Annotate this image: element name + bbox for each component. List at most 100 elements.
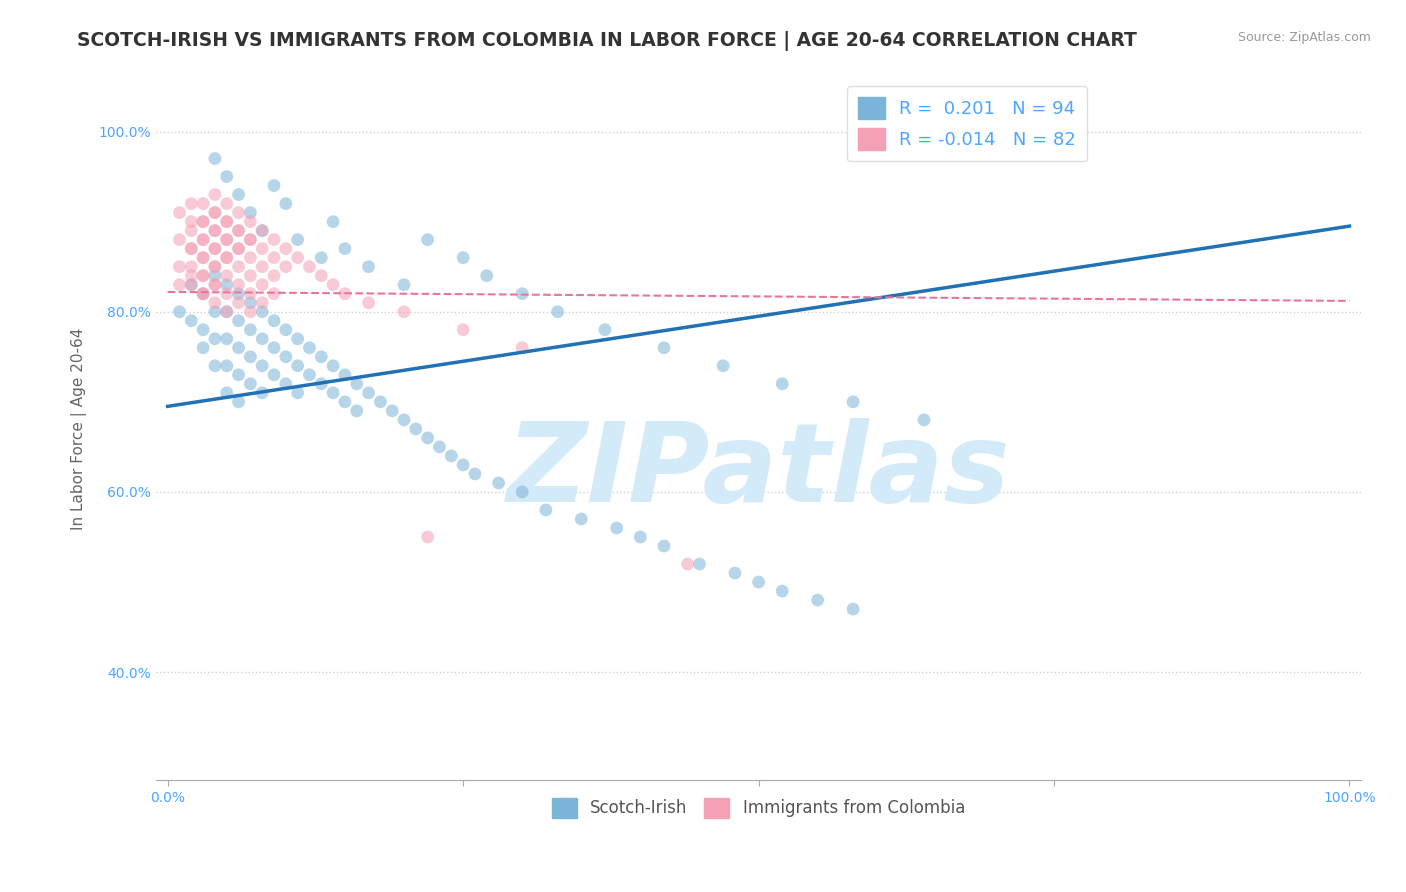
Point (287, 385, 309, 400)
Point (250, 224, 273, 238)
Point (569, 512, 592, 526)
Point (169, 233, 191, 247)
Point (333, 242, 356, 256)
Point (451, 251, 474, 265)
Point (250, 277, 273, 292)
Point (547, 304, 569, 318)
Point (510, 485, 533, 500)
Point (510, 286, 533, 301)
Point (215, 286, 238, 301)
Point (204, 304, 226, 318)
Point (180, 314, 202, 328)
Point (215, 268, 238, 283)
Point (250, 242, 273, 256)
Point (228, 341, 250, 355)
Point (239, 233, 262, 247)
Point (250, 332, 273, 346)
Point (169, 205, 191, 219)
Point (274, 323, 297, 337)
Point (724, 566, 747, 580)
Point (333, 394, 356, 409)
Point (263, 233, 285, 247)
Point (191, 323, 214, 337)
Point (191, 286, 214, 301)
Point (311, 251, 333, 265)
Point (180, 242, 202, 256)
Point (357, 295, 380, 310)
Point (169, 277, 191, 292)
Point (429, 440, 451, 454)
Text: ZIPatlas: ZIPatlas (506, 417, 1011, 524)
Point (191, 268, 214, 283)
Point (381, 404, 404, 418)
Point (842, 602, 865, 616)
Point (228, 277, 250, 292)
Text: Source: ZipAtlas.com: Source: ZipAtlas.com (1237, 31, 1371, 45)
Point (440, 449, 463, 463)
Point (357, 260, 380, 274)
Point (311, 350, 333, 364)
Point (215, 251, 238, 265)
Point (239, 376, 262, 391)
Point (215, 332, 238, 346)
Point (676, 557, 699, 571)
Point (287, 332, 309, 346)
Point (606, 521, 628, 535)
Point (298, 260, 321, 274)
Point (416, 431, 439, 445)
Point (912, 413, 935, 427)
Point (263, 251, 285, 265)
Point (488, 475, 510, 490)
Point (274, 242, 297, 256)
Point (263, 368, 285, 382)
Point (215, 214, 238, 228)
Point (215, 359, 238, 373)
Point (263, 286, 285, 301)
Point (250, 304, 273, 318)
Point (191, 196, 214, 211)
Point (204, 224, 226, 238)
Point (263, 314, 285, 328)
Point (842, 394, 865, 409)
Point (191, 341, 214, 355)
Point (534, 503, 557, 517)
Point (274, 196, 297, 211)
Point (169, 304, 191, 318)
Point (239, 251, 262, 265)
Point (464, 467, 486, 481)
Point (652, 341, 675, 355)
Point (204, 277, 226, 292)
Point (770, 376, 793, 391)
Point (322, 214, 344, 228)
Point (274, 350, 297, 364)
Point (215, 304, 238, 318)
Point (191, 286, 214, 301)
Point (228, 286, 250, 301)
Point (239, 286, 262, 301)
Point (215, 196, 238, 211)
Point (322, 359, 344, 373)
Point (250, 224, 273, 238)
Point (311, 268, 333, 283)
Point (228, 368, 250, 382)
Point (711, 359, 734, 373)
Point (593, 323, 616, 337)
Point (748, 575, 770, 590)
Point (204, 187, 226, 202)
Point (204, 277, 226, 292)
Point (416, 530, 439, 544)
Point (191, 251, 214, 265)
Point (287, 233, 309, 247)
Point (287, 251, 309, 265)
Point (239, 304, 262, 318)
Point (215, 385, 238, 400)
Point (346, 404, 368, 418)
Point (370, 394, 392, 409)
Point (392, 304, 415, 318)
Point (191, 251, 214, 265)
Point (239, 268, 262, 283)
Point (228, 224, 250, 238)
Point (510, 341, 533, 355)
Point (180, 214, 202, 228)
Point (807, 593, 830, 607)
